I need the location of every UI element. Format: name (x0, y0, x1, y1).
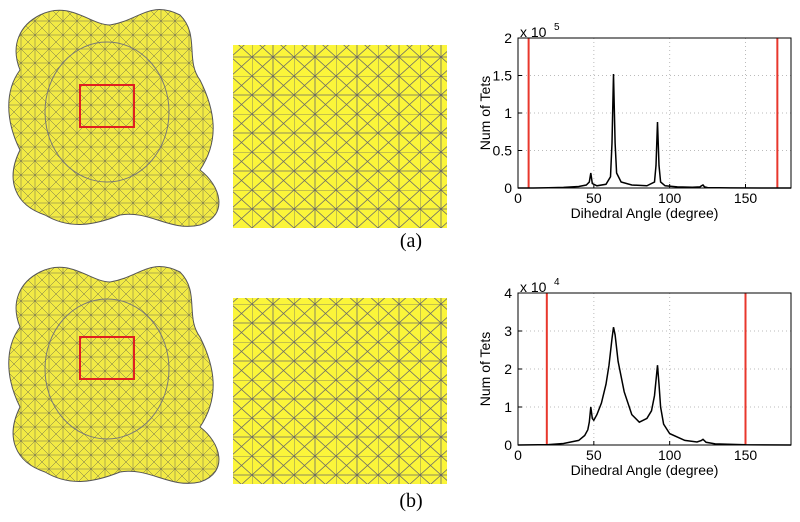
x-tick-label: 150 (734, 447, 758, 463)
x-tick-label: 50 (586, 190, 602, 206)
x-tick-label: 100 (658, 447, 682, 463)
axes-frame (517, 292, 792, 446)
y-tick-label: 0 (504, 437, 512, 453)
x-axis-label: Dihedral Angle (degree) (571, 205, 719, 221)
caption: (b) (399, 490, 422, 512)
y-tick-label: 3 (504, 323, 512, 339)
axes-frame (517, 37, 792, 189)
y-tick-label: 1 (504, 399, 512, 415)
y-tick-label: 2 (504, 361, 512, 377)
y-axis-label: Num of Tets (477, 332, 493, 406)
x-axis-label: Dihedral Angle (degree) (571, 462, 719, 478)
zoom-image-a (233, 45, 447, 228)
y-multiplier: x 10 (520, 24, 547, 40)
y-tick-label: 0.5 (493, 143, 513, 159)
data-line (517, 327, 792, 446)
y-tick-label: 1 (504, 105, 512, 121)
x-tick-label: 100 (658, 190, 682, 206)
x-tick-label: 50 (586, 447, 602, 463)
caption: (a) (400, 230, 422, 252)
y-multiplier: x 10 (520, 279, 547, 295)
y-tick-label: 2 (504, 30, 512, 46)
x-tick-label: 0 (514, 447, 522, 463)
y-multiplier-exponent: 4 (554, 277, 560, 288)
y-tick-label: 4 (504, 285, 512, 301)
y-axis-label: Num of Tets (477, 76, 493, 150)
mesh-image-a (8, 9, 220, 227)
y-tick-label: 1.5 (493, 68, 513, 84)
x-tick-label: 150 (734, 190, 758, 206)
y-multiplier-exponent: 5 (554, 22, 560, 33)
chart: 0 50 100 150 0 0.5 1 1.5 2 Dihedral Angle (degree… (477, 22, 792, 221)
mesh-image-b (8, 266, 220, 484)
chart: 0 50 100 150 0 1 2 3 4 Dihedral Angle (degree) Num… (477, 277, 792, 478)
y-tick-label: 0 (504, 180, 512, 196)
x-tick-label: 0 (514, 190, 522, 206)
data-line (518, 73, 791, 189)
zoom-image-b (233, 298, 447, 484)
